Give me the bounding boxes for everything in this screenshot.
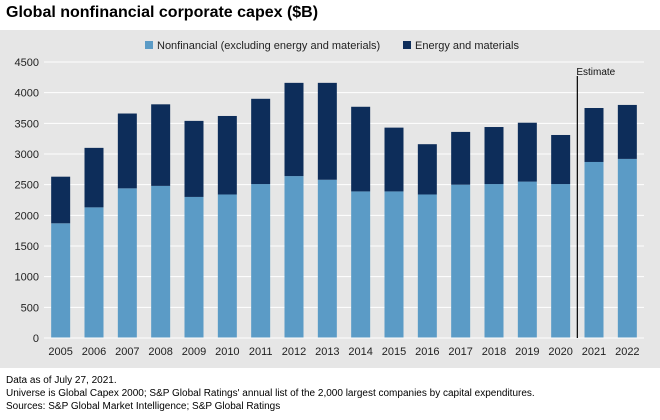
x-tick-label: 2017 bbox=[448, 346, 472, 358]
bar-nonfinancial-2018 bbox=[484, 184, 504, 338]
bar-energy-2006 bbox=[84, 147, 104, 208]
y-tick-label: 1000 bbox=[15, 272, 39, 284]
bar-nonfinancial-2014 bbox=[351, 191, 371, 338]
x-tick-label: 2021 bbox=[582, 346, 606, 358]
y-tick-label: 2500 bbox=[15, 180, 39, 192]
bar-energy-2005 bbox=[51, 176, 71, 224]
x-tick-label: 2009 bbox=[182, 346, 206, 358]
x-tick-label: 2022 bbox=[615, 346, 639, 358]
gridlines bbox=[44, 61, 644, 339]
legend-label: Nonfinancial (excluding energy and mater… bbox=[157, 40, 380, 52]
bar-energy-2022 bbox=[617, 104, 637, 159]
x-tick-label: 2015 bbox=[382, 346, 406, 358]
y-tick-label: 1500 bbox=[15, 241, 39, 253]
x-tick-label: 2005 bbox=[48, 346, 72, 358]
bar-energy-2015 bbox=[384, 127, 404, 192]
chart-panel: 0 500 1000 1500 2000 2500 3000 3500 4000 4500 2005… bbox=[0, 30, 660, 368]
legend: Nonfinancial (excluding energy and mater… bbox=[145, 40, 519, 52]
x-tick-label: 2016 bbox=[415, 346, 439, 358]
legend-swatch bbox=[145, 41, 153, 49]
bar-nonfinancial-2015 bbox=[384, 191, 404, 338]
chart-notes: Data as of July 27, 2021. Universe is Gl… bbox=[6, 374, 535, 413]
bar-energy-2021 bbox=[584, 108, 604, 162]
legend-label: Energy and materials bbox=[415, 40, 519, 52]
y-tick-label: 4000 bbox=[15, 88, 39, 100]
x-tick-label: 2012 bbox=[282, 346, 306, 358]
bar-nonfinancial-2009 bbox=[184, 196, 204, 338]
bar-nonfinancial-2022 bbox=[617, 158, 637, 338]
bars bbox=[51, 82, 637, 338]
bar-energy-2020 bbox=[551, 134, 571, 185]
x-tick-label: 2020 bbox=[548, 346, 572, 358]
legend-item-nonfinancial: Nonfinancial (excluding energy and mater… bbox=[145, 40, 380, 52]
bar-nonfinancial-2016 bbox=[417, 194, 437, 338]
x-tick-label: 2008 bbox=[148, 346, 172, 358]
bar-nonfinancial-2017 bbox=[451, 184, 471, 338]
stacked-bar-chart: 0 500 1000 1500 2000 2500 3000 3500 4000 4500 2005… bbox=[15, 40, 644, 358]
x-tick-label: 2006 bbox=[82, 346, 106, 358]
bar-nonfinancial-2020 bbox=[551, 184, 571, 338]
bar-nonfinancial-2010 bbox=[217, 194, 237, 338]
bar-energy-2017 bbox=[451, 131, 471, 185]
bar-energy-2012 bbox=[284, 82, 304, 177]
bar-energy-2013 bbox=[317, 82, 337, 180]
estimate-annotation: Estimate bbox=[576, 67, 616, 338]
bar-energy-2010 bbox=[217, 115, 237, 195]
bar-nonfinancial-2006 bbox=[84, 207, 104, 338]
x-tick-label: 2019 bbox=[515, 346, 539, 358]
bar-nonfinancial-2021 bbox=[584, 161, 604, 338]
chart-title: Global nonfinancial corporate capex ($B) bbox=[6, 4, 319, 21]
bar-energy-2019 bbox=[517, 122, 537, 182]
legend-item-energy: Energy and materials bbox=[403, 40, 519, 52]
y-tick-label: 500 bbox=[21, 302, 39, 314]
bar-nonfinancial-2011 bbox=[251, 184, 271, 338]
y-tick-label: 4500 bbox=[15, 57, 39, 69]
note-universe: Universe is Global Capex 2000; S&P Globa… bbox=[6, 388, 535, 399]
note-date: Data as of July 27, 2021. bbox=[6, 375, 117, 386]
y-tick-label: 0 bbox=[33, 333, 39, 345]
bar-nonfinancial-2019 bbox=[517, 181, 537, 338]
x-tick-label: 2011 bbox=[249, 346, 273, 358]
bar-energy-2016 bbox=[417, 144, 437, 195]
legend-swatch bbox=[403, 41, 411, 49]
y-tick-label: 3000 bbox=[15, 149, 39, 161]
y-tick-label: 2000 bbox=[15, 210, 39, 222]
bar-nonfinancial-2013 bbox=[317, 179, 337, 338]
bar-nonfinancial-2007 bbox=[117, 188, 137, 338]
x-tick-label: 2018 bbox=[482, 346, 506, 358]
bar-nonfinancial-2005 bbox=[51, 223, 71, 338]
bar-energy-2014 bbox=[351, 106, 371, 192]
bar-nonfinancial-2008 bbox=[151, 185, 171, 338]
bar-nonfinancial-2012 bbox=[284, 176, 304, 338]
bar-energy-2018 bbox=[484, 127, 504, 185]
x-tick-label: 2010 bbox=[215, 346, 239, 358]
bar-energy-2011 bbox=[251, 98, 271, 185]
x-tick-label: 2007 bbox=[115, 346, 139, 358]
bar-energy-2009 bbox=[184, 120, 204, 197]
bar-energy-2008 bbox=[151, 104, 171, 186]
y-tick-label: 3500 bbox=[15, 118, 39, 130]
x-tick-label: 2013 bbox=[315, 346, 339, 358]
estimate-label: Estimate bbox=[576, 67, 615, 78]
axes: 0 500 1000 1500 2000 2500 3000 3500 4000 4500 2005… bbox=[15, 57, 644, 358]
x-tick-label: 2014 bbox=[348, 346, 372, 358]
note-sources: Sources: S&P Global Market Intelligence;… bbox=[6, 401, 281, 412]
bar-energy-2007 bbox=[117, 113, 137, 189]
